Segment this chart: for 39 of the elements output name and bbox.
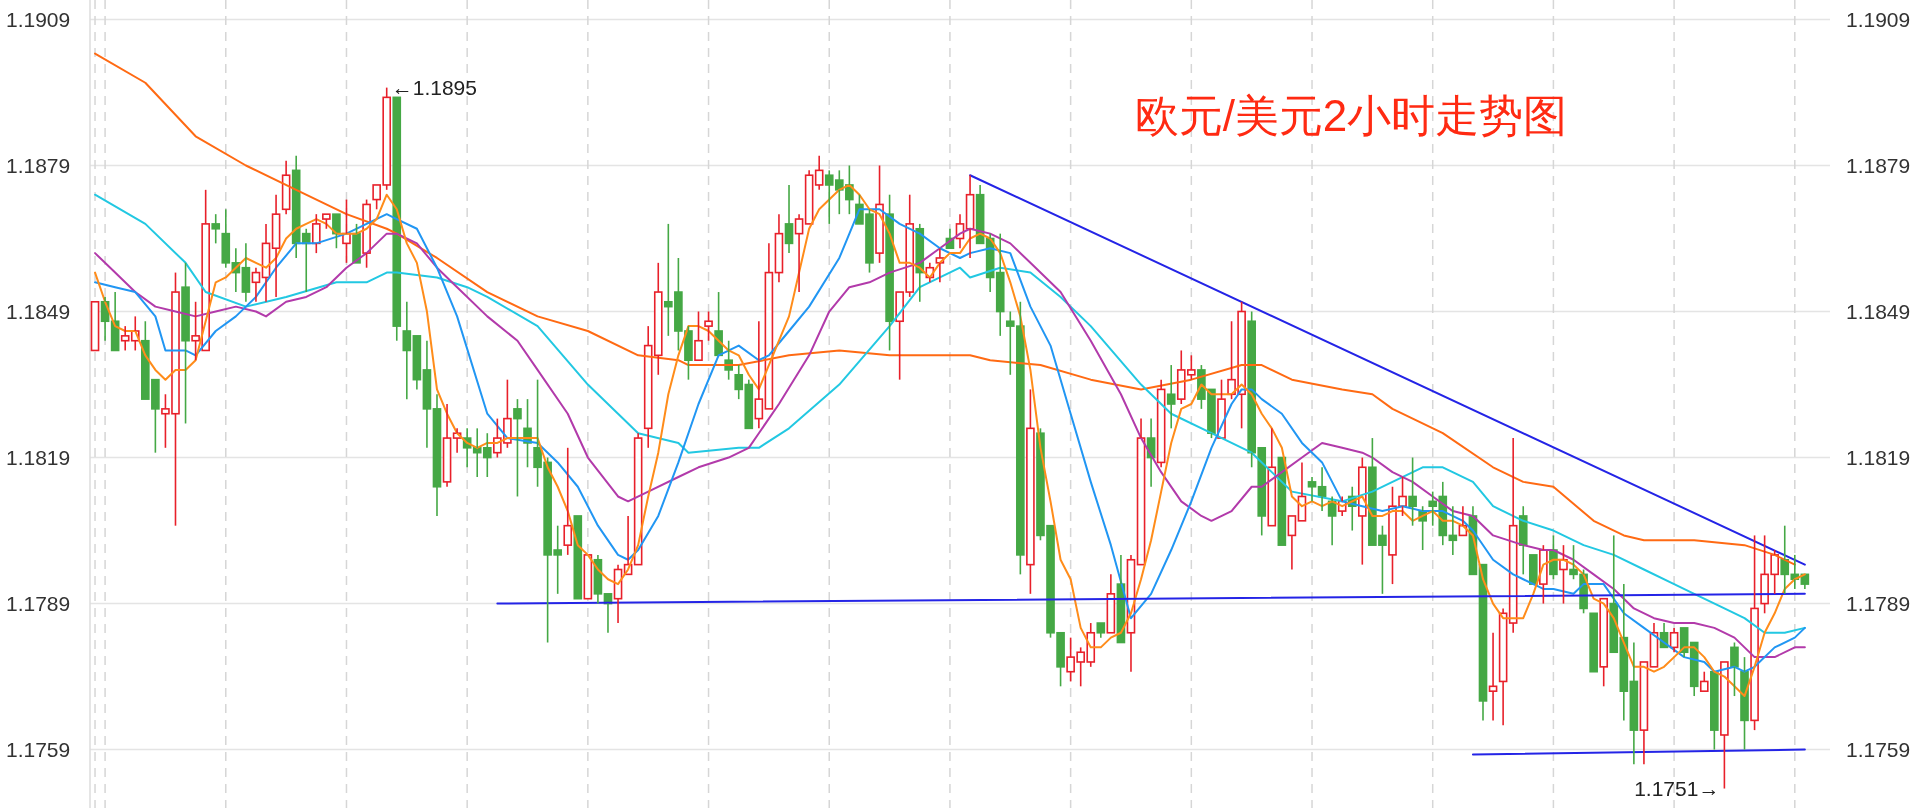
candlestick	[885, 193, 894, 352]
y-tick-label: 1.1819	[6, 446, 71, 470]
candlestick	[814, 154, 824, 191]
candlestick	[774, 213, 784, 284]
y-tick-label: 1.1909	[6, 7, 71, 31]
y2-tick-label: 1.1849	[1846, 300, 1911, 324]
candlestick	[241, 242, 251, 303]
y2-tick-label: 1.1909	[1846, 7, 1911, 31]
candlestick	[402, 300, 412, 400]
candlestick	[211, 213, 221, 245]
candlestick	[754, 320, 764, 430]
candlestick	[1408, 456, 1417, 527]
candlestick	[181, 262, 190, 425]
candlestick	[442, 403, 452, 488]
candlestick	[1026, 388, 1035, 595]
candlestick	[1307, 476, 1317, 503]
candlestick	[995, 232, 1005, 337]
candlestick	[271, 193, 281, 298]
y2-tick-label: 1.1759	[1846, 738, 1911, 762]
annotation: 1.1751→	[1634, 777, 1720, 801]
text: 欧元/美元2小时走势图	[1134, 90, 1568, 140]
candlestick	[1166, 364, 1176, 430]
y2-tick-label: 1.1789	[1846, 592, 1911, 616]
y2-tick-label: 1.1879	[1846, 153, 1911, 177]
candlestick	[422, 339, 432, 449]
y2-tick-label: 1.1819	[1846, 446, 1911, 470]
y-tick-label: 1.1849	[6, 300, 71, 324]
candlestick	[432, 393, 442, 517]
y-tick-label: 1.1759	[6, 738, 71, 762]
candlestick	[563, 447, 573, 556]
candlestick	[1518, 505, 1528, 576]
candlestick	[191, 300, 200, 361]
y-tick-label: 1.1789	[6, 592, 71, 616]
y-tick-label: 1.1879	[6, 153, 71, 177]
candlestick	[794, 213, 804, 293]
candlestick	[1629, 641, 1639, 765]
candlestick	[784, 184, 794, 254]
candlestick	[221, 208, 231, 269]
annotation: ←1.1895	[391, 76, 477, 100]
